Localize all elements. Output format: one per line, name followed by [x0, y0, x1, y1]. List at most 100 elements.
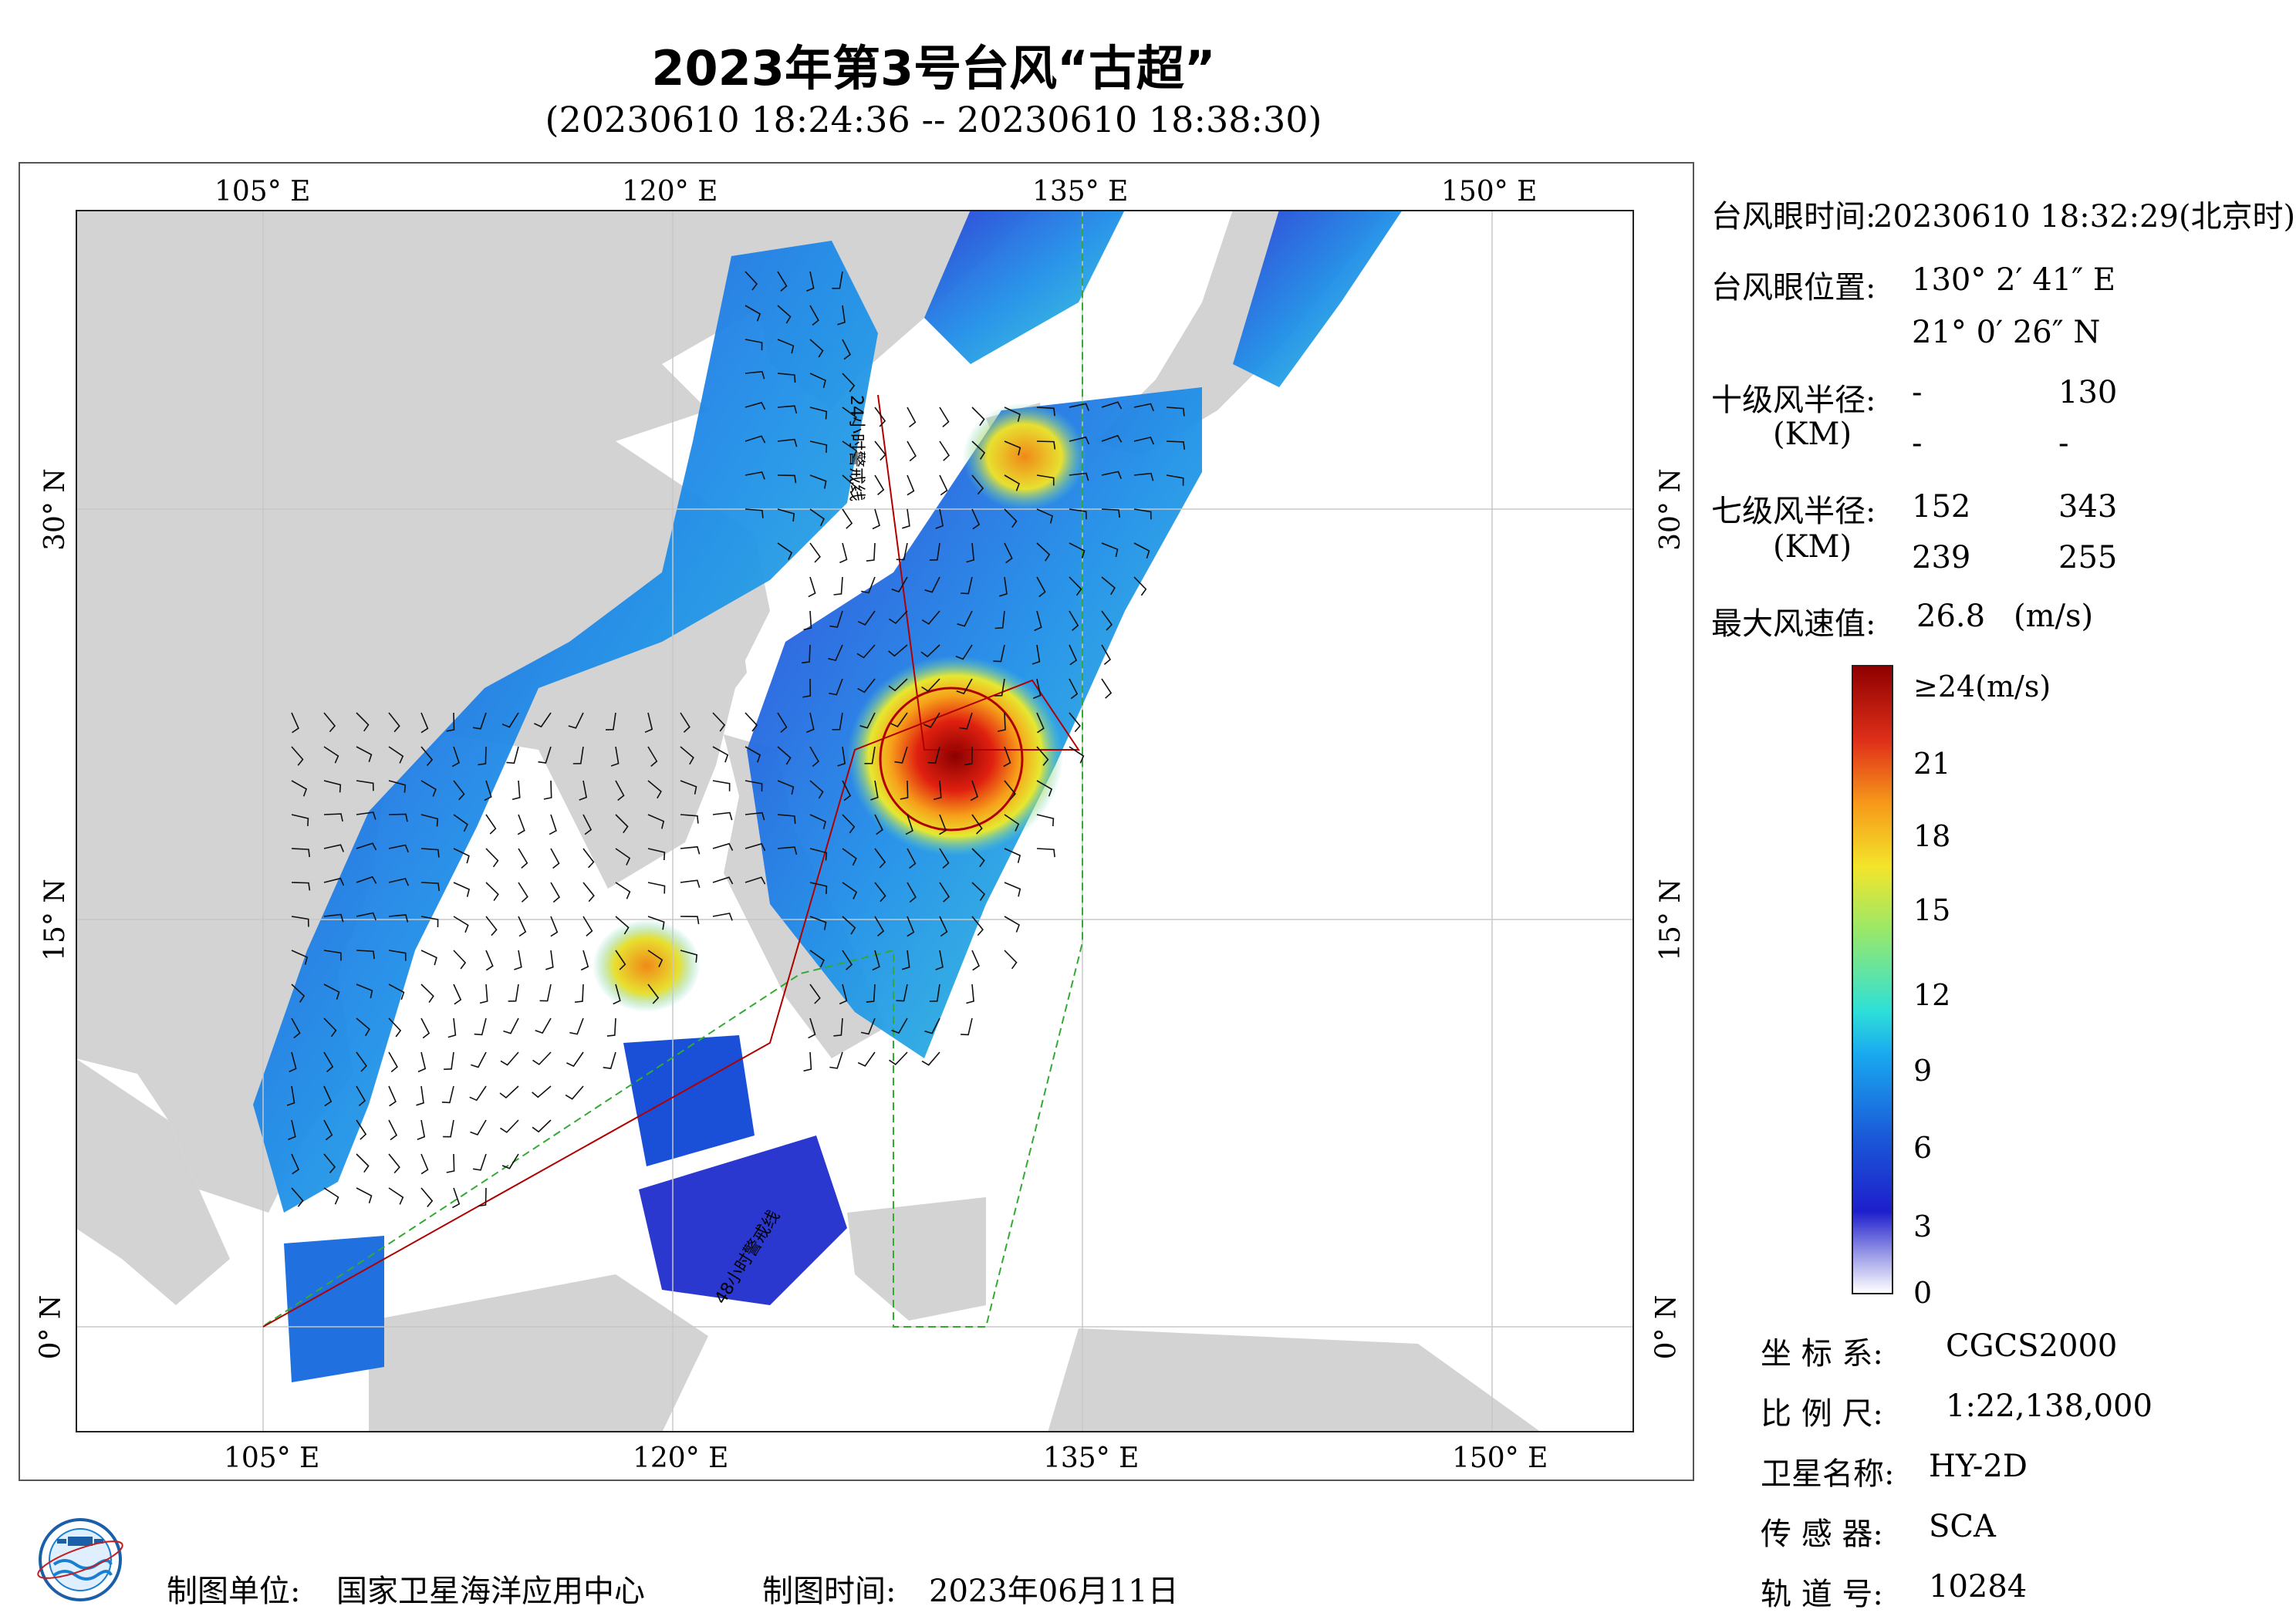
colorbar-tick-24: ≥24(m/s) [1913, 670, 2051, 704]
orbit-value: 10284 [1929, 1569, 2028, 1604]
wind-barb [644, 712, 653, 734]
wind-barb [323, 1085, 333, 1107]
wind-barb [842, 407, 857, 425]
lat-label-15-right: 15° N [1654, 879, 1687, 961]
wind-barb [615, 950, 626, 970]
wind-barb [291, 814, 309, 826]
wind-barb [506, 746, 519, 764]
sensor-value: SCA [1929, 1509, 1996, 1544]
wind-barb [929, 542, 940, 561]
wind-barb [891, 1017, 908, 1034]
wind-barb [857, 1051, 876, 1067]
wind-barb [828, 644, 843, 662]
wind-barb [575, 984, 584, 1003]
wind-barb [999, 576, 1008, 597]
sensor-label: 传 感 器: [1761, 1517, 1883, 1552]
swath-northeast [1233, 210, 1403, 387]
wind-barb [388, 878, 410, 886]
wind-barb [994, 678, 1005, 697]
max-wind-unit: (m/s) [2014, 599, 2094, 634]
wind-barb [420, 712, 429, 734]
wind-barb [1004, 814, 1020, 832]
wind-barb [777, 438, 798, 447]
wind-barb [388, 1017, 402, 1038]
wind-barb [289, 1051, 297, 1073]
wind-barb [469, 1085, 487, 1102]
map-title: 2023年第3号台风“古超” [651, 40, 1216, 96]
wind-barb [939, 440, 950, 461]
wind-barb [842, 814, 856, 834]
lon-label-120-top: 120° E [622, 176, 718, 208]
swath-north [924, 210, 1125, 364]
map-subtitle: (20230610 18:24:36 -- 20230610 18:38:30) [545, 99, 1322, 140]
wind-barb [1004, 407, 1021, 422]
wind-barb [777, 271, 788, 292]
wind-barb [809, 305, 819, 326]
wind-barb [1004, 542, 1013, 564]
wind-barb [453, 814, 468, 832]
wind-barb [829, 610, 843, 628]
wind-barb [888, 678, 908, 692]
wind-barb [356, 712, 370, 732]
wind-barb [388, 1119, 398, 1141]
wind-barb [291, 848, 310, 858]
wind-barb [777, 305, 792, 324]
wind-barb [388, 950, 407, 961]
wind-barb [1004, 440, 1021, 456]
wind-barb [291, 950, 309, 965]
wind-barb [500, 1119, 519, 1133]
wind-barb [500, 1051, 519, 1066]
wind-barb [777, 712, 788, 733]
wind-barb [921, 610, 940, 625]
wind-barbs [286, 271, 1186, 1209]
satellite-value: HY-2D [1929, 1449, 2028, 1484]
wind-barb [582, 814, 593, 835]
wind-barb [388, 1085, 397, 1107]
wind-barb [1101, 542, 1119, 558]
wind-barb [356, 780, 374, 791]
swath-west [253, 241, 878, 1213]
wind-barb [512, 780, 521, 801]
wind-barb [907, 882, 917, 903]
wind-barb [907, 440, 917, 462]
wind-barb [971, 508, 981, 530]
typhoon-wind-circle [879, 687, 1024, 832]
wind-barb [872, 508, 880, 530]
new-guinea [1048, 1328, 1541, 1432]
wind-barb [323, 1119, 333, 1141]
wind-barb [712, 746, 729, 763]
wind-barb [998, 712, 1006, 732]
scale-label: 比 例 尺: [1761, 1396, 1883, 1432]
wind-barb [615, 848, 631, 865]
colorbar-tick-9: 9 [1913, 1054, 1933, 1088]
wind-barb [286, 1085, 295, 1106]
wind-barb [808, 1017, 816, 1039]
wind-barb [842, 339, 852, 360]
r7-unit: (KM) [1773, 529, 1852, 565]
wind-barb [532, 1051, 552, 1065]
wind-barb [323, 984, 340, 1000]
wind-barb [606, 1017, 616, 1037]
wind-barb [388, 780, 407, 793]
wind-barb [1069, 508, 1087, 520]
wind-barb [420, 814, 439, 827]
wind-barb [323, 813, 343, 822]
colorbar-tick-18: 18 [1913, 819, 1951, 853]
taiwan [701, 619, 747, 704]
wind-barb [907, 848, 917, 869]
wind-barb [896, 542, 908, 561]
wind-barb [971, 950, 981, 971]
wind-barb [1034, 610, 1042, 632]
scale-value: 1:22,138,000 [1946, 1388, 2152, 1424]
wind-barb [857, 610, 876, 626]
wind-barb [1036, 746, 1049, 766]
wind-barb [971, 814, 983, 835]
wind-barb [866, 984, 876, 1003]
eye-latitude: 21° 0′ 26″ N [1912, 315, 2101, 350]
r7-label: 七级风半径: [1711, 494, 1876, 529]
wind-barb [832, 271, 843, 289]
wind-barb [745, 370, 765, 380]
wind-barb [891, 576, 908, 593]
wind-barb [582, 916, 593, 937]
wind-barb [452, 1187, 461, 1209]
